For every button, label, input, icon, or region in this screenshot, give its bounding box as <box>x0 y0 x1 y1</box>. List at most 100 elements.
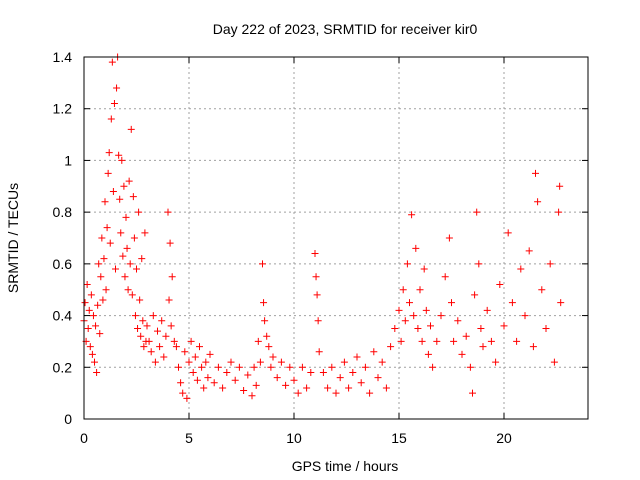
data-point <box>112 265 119 273</box>
y-axis-label: SRMTID / TECUs <box>5 183 21 293</box>
data-point <box>160 353 168 361</box>
data-point <box>168 273 176 281</box>
data-point <box>441 273 449 281</box>
data-point <box>307 368 315 376</box>
data-point <box>420 265 428 273</box>
data-point <box>117 229 125 237</box>
data-points <box>80 53 565 402</box>
data-point <box>269 353 277 361</box>
data-point <box>353 353 361 361</box>
data-point <box>391 325 399 332</box>
data-point <box>555 208 563 216</box>
y-tick-label: 0.2 <box>53 359 73 375</box>
data-point <box>556 182 564 190</box>
data-point <box>314 317 322 325</box>
data-point <box>137 332 145 340</box>
data-point <box>129 193 137 201</box>
data-point <box>198 363 206 371</box>
data-point <box>187 337 195 345</box>
y-tick-label: 0 <box>64 411 72 427</box>
data-point <box>103 224 111 232</box>
data-point <box>154 327 161 335</box>
data-point <box>418 337 426 345</box>
data-point <box>135 208 143 216</box>
data-point <box>88 350 96 358</box>
data-point <box>92 322 100 330</box>
data-point <box>382 384 390 392</box>
y-tick-label: 0.8 <box>53 204 73 220</box>
data-point <box>250 363 258 371</box>
data-point <box>340 358 348 366</box>
data-point <box>395 306 403 314</box>
data-point <box>557 299 565 307</box>
data-point <box>406 299 413 307</box>
data-point <box>104 169 112 177</box>
data-point <box>273 374 281 382</box>
data-point <box>219 384 227 392</box>
data-point <box>164 208 172 216</box>
data-point <box>167 322 175 330</box>
data-point <box>521 312 529 320</box>
data-point <box>123 244 131 252</box>
data-point <box>267 363 275 371</box>
data-point <box>277 358 285 366</box>
data-point <box>479 343 487 351</box>
data-point <box>122 213 130 221</box>
data-point <box>469 389 476 397</box>
data-point <box>403 260 411 268</box>
data-point <box>181 348 189 356</box>
data-point <box>133 265 140 273</box>
data-point <box>189 368 197 376</box>
data-point <box>410 312 418 320</box>
axis-ticks <box>83 56 588 420</box>
tick-labels: 0 0.2 0.4 0.6 0.8 1 1.2 1.4 0 5 10 15 20 <box>53 49 512 446</box>
data-point <box>387 343 395 351</box>
data-point <box>332 389 340 397</box>
data-point <box>214 363 222 371</box>
data-point <box>298 363 306 371</box>
data-point <box>399 286 407 294</box>
x-axis-label: GPS time / hours <box>292 458 399 474</box>
data-point <box>534 198 542 206</box>
data-point <box>542 325 550 332</box>
data-point <box>290 376 298 384</box>
data-point <box>134 325 142 332</box>
data-point <box>124 286 132 294</box>
data-point <box>538 286 546 294</box>
data-point <box>121 273 129 281</box>
data-point <box>263 332 271 340</box>
data-point <box>143 322 151 330</box>
data-point <box>433 337 441 345</box>
data-point <box>324 384 332 392</box>
data-point <box>429 363 437 371</box>
data-point <box>140 343 148 351</box>
data-point <box>500 322 508 330</box>
data-point <box>85 306 93 314</box>
data-point <box>120 182 128 190</box>
data-point <box>86 343 94 351</box>
chart-title: Day 222 of 2023, SRMTID for receiver kir… <box>213 21 478 37</box>
data-point <box>94 301 102 309</box>
data-point <box>349 368 357 376</box>
data-point <box>473 208 481 216</box>
x-tick-label: 20 <box>496 430 512 446</box>
data-point <box>282 381 290 389</box>
data-point <box>437 312 445 320</box>
y-tick-label: 1.2 <box>53 101 73 117</box>
x-tick-label: 15 <box>391 430 407 446</box>
data-point <box>529 343 537 351</box>
data-point <box>191 353 199 361</box>
data-point <box>84 325 92 332</box>
data-point <box>313 291 321 299</box>
data-point <box>422 306 430 314</box>
data-point <box>254 337 262 345</box>
data-point <box>136 296 144 304</box>
data-point <box>151 358 159 366</box>
data-point <box>345 384 353 392</box>
data-point <box>107 115 115 123</box>
data-point <box>408 211 416 219</box>
data-point <box>328 363 336 371</box>
data-point <box>223 368 231 376</box>
data-point <box>312 273 320 281</box>
data-point <box>496 281 504 289</box>
